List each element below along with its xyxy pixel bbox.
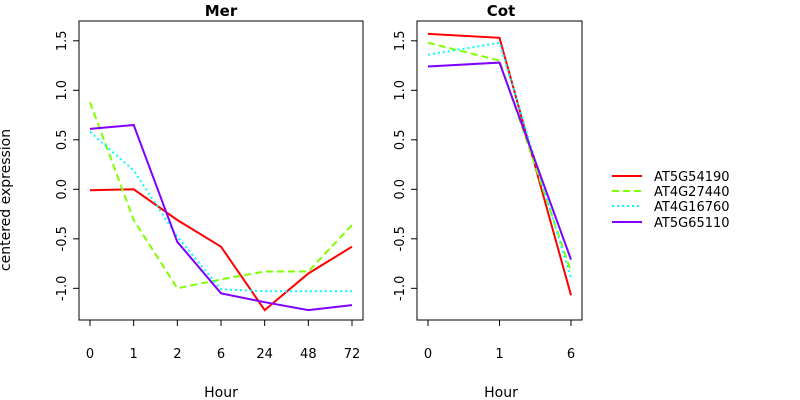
legend-label: AT5G54190 [654,170,730,185]
y-tick-label: 0.0 [55,179,70,200]
x-tick-label: 6 [217,347,225,362]
x-tick-label: 48 [300,347,317,362]
panel-title-mer: Mer [205,2,238,20]
x-tick-label: 1 [130,347,138,362]
x-tick-label: 72 [344,347,361,362]
y-tick-label: -1.0 [55,276,70,301]
series-line-at4g16760 [89,131,352,293]
series-line-at4g16760 [427,41,572,279]
series-lines-cot [427,32,572,296]
legend-item: AT5G54190 [612,170,730,185]
series-line-at5g65110 [89,123,353,312]
y-ticks-mer: -1.0 -0.5 0.0 0.5 1.0 1.5 [55,30,79,301]
y-tick-label: 1.0 [393,80,408,101]
legend-label: AT4G27440 [654,185,730,200]
y-tick-label: -1.0 [393,276,408,301]
y-tick-label: -0.5 [393,226,408,251]
y-tick-label: 1.5 [393,30,408,51]
y-tick-label: 1.0 [55,80,70,101]
y-axis-label: centered expression [0,129,14,271]
legend: AT5G54190 AT4G27440 AT4G16760 AT5G65110 [612,170,730,231]
panel-title-cot: Cot [487,2,515,20]
x-tick-label: 24 [256,347,273,362]
x-axis-label-cot: Hour [484,385,518,400]
x-tick-label: 2 [173,347,181,362]
x-ticks-cot: 0 1 6 [424,320,575,362]
y-tick-label: 0.5 [393,129,408,150]
x-tick-label: 0 [86,347,94,362]
series-line-at4g27440 [427,41,572,272]
series-line-at5g54190 [89,188,353,312]
panel-cot: Cot Hour -1.0 -0.5 0.0 0.5 1.0 1.5 0 1 6 [393,2,583,400]
x-tick-label: 1 [495,347,503,362]
legend-item: AT4G27440 [612,185,730,200]
series-line-at4g27440 [89,101,353,290]
y-tick-label: -0.5 [55,226,70,251]
panel-mer: Mer Hour -1.0 -0.5 0.0 0.5 1.0 1.5 0 1 2 6 24 48 72 [55,2,364,400]
x-axis-label-mer: Hour [204,385,238,400]
x-ticks-mer: 0 1 2 6 24 48 72 [86,320,360,362]
legend-label: AT5G65110 [654,216,730,231]
x-tick-label: 6 [567,347,575,362]
x-tick-label: 0 [424,347,432,362]
series-line-at5g65110 [427,61,572,260]
y-tick-label: 0.5 [55,129,70,150]
legend-item: AT4G16760 [612,200,730,215]
y-tick-label: 1.5 [55,30,70,51]
legend-item: AT5G65110 [612,216,730,231]
plot-frame-mer [78,20,364,321]
legend-label: AT4G16760 [654,200,730,215]
series-line-at5g54190 [427,32,572,296]
y-tick-label: 0.0 [393,179,408,200]
series-lines-mer [89,101,353,312]
y-ticks-cot: -1.0 -0.5 0.0 0.5 1.0 1.5 [393,30,417,301]
